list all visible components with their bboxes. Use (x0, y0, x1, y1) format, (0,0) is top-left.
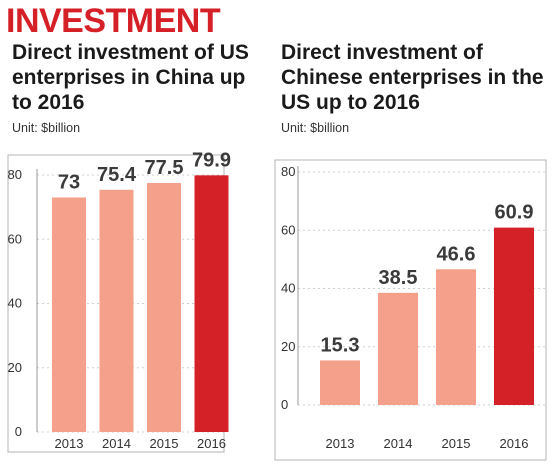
chart-1-y-tick-label: 40 (8, 296, 22, 311)
chart-2-x-tick-label: 2016 (500, 436, 529, 451)
chart-2-value-label: 60.9 (495, 202, 534, 224)
chart-1-y-tick-label: 80 (8, 167, 22, 182)
chart-1-value-label: 73 (58, 171, 80, 193)
chart-2-value-label: 46.6 (437, 243, 476, 265)
chart-1-y-tick-label: 60 (8, 231, 22, 246)
chart-1-x-tick-label: 2016 (197, 436, 226, 451)
chart-1-title-line: Direct investment of US (12, 41, 249, 64)
chart-1-y-tick-label: 0 (15, 424, 22, 439)
chart-2-value-label: 38.5 (379, 267, 418, 289)
chart-1-bar (147, 183, 181, 432)
chart-2-bar (320, 360, 360, 405)
chart-2-title: Direct investment of Chinese enterprises… (281, 40, 544, 115)
chart-2-x-tick-label: 2015 (442, 436, 471, 451)
chart-2-y-tick-label: 0 (281, 397, 288, 412)
chart-1-value-label: 75.4 (97, 164, 137, 186)
chart-2-unit: Unit: $billion (281, 121, 350, 135)
chart-2-y-tick-label: 60 (281, 222, 295, 237)
chart-2-y-tick-label: 20 (281, 339, 295, 354)
chart-2-title-line: US up to 2016 (281, 91, 420, 114)
chart-1-x-tick-label: 2015 (150, 436, 179, 451)
chart-2-title-line: Chinese enterprises in the (281, 66, 544, 89)
chart-1-bar (194, 175, 229, 433)
chart-2-title-line: Direct investment of (281, 41, 483, 64)
chart-1-title-line: to 2016 (12, 91, 85, 114)
chart-1-value-label: 77.5 (145, 157, 184, 179)
chart-1-y-tick-label: 20 (8, 360, 22, 375)
chart-1-title-line: enterprises in China up (12, 66, 246, 89)
chart-2-x-tick-label: 2013 (326, 436, 355, 451)
chart-2-y-tick-label: 80 (281, 164, 295, 179)
chart-2-y-tick-label: 40 (281, 281, 295, 296)
page-header: INVESTMENT (6, 2, 221, 40)
chart-1-title: Direct investment of US enterprises in C… (12, 40, 249, 115)
chart-1-x-tick-label: 2013 (55, 436, 84, 451)
chart-2-bar (378, 292, 418, 405)
chart-1-value-label: 79.9 (192, 149, 231, 171)
chart-1-unit: Unit: $billion (12, 121, 81, 135)
chart-1-bar (52, 197, 86, 432)
chart-2-frame (274, 159, 547, 461)
chart-2-bar (494, 227, 534, 405)
chart-2-bar (436, 269, 476, 405)
chart-2-x-tick-label: 2014 (384, 436, 413, 451)
chart-2-value-label: 15.3 (321, 334, 360, 356)
chart-1-x-tick-label: 2014 (102, 436, 131, 451)
chart-1-bar (99, 189, 134, 432)
